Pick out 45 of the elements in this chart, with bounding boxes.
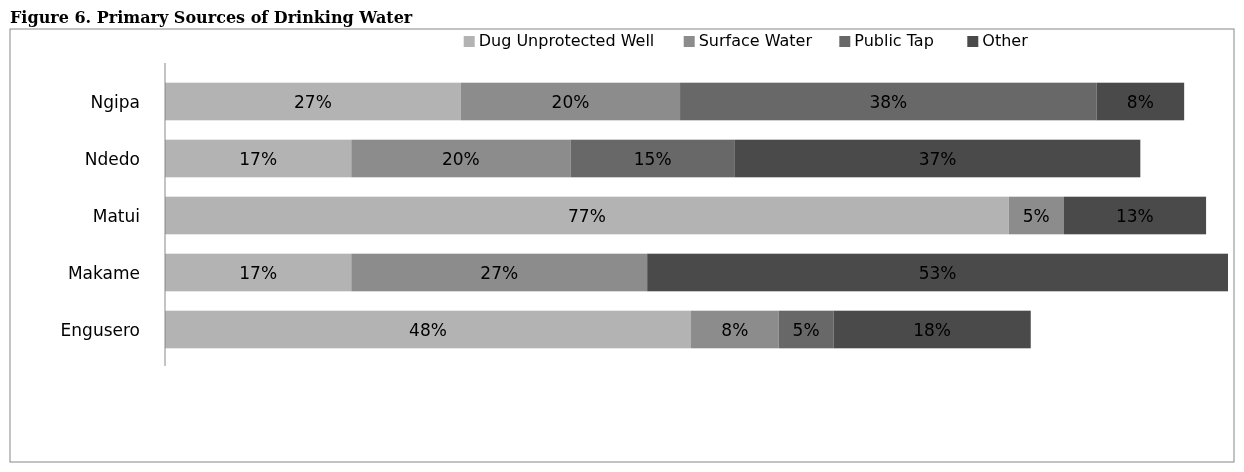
bar bbox=[165, 253, 352, 292]
data-label: 17% bbox=[239, 148, 278, 169]
chart-title: Figure 6. Primary Sources of Drinking Water bbox=[10, 8, 413, 27]
bar bbox=[351, 253, 648, 292]
data-label: 5% bbox=[792, 319, 820, 340]
data-label: 53% bbox=[918, 262, 957, 283]
data-label: 27% bbox=[480, 262, 519, 283]
data-label: 13% bbox=[1115, 205, 1154, 226]
bar bbox=[734, 139, 1141, 178]
y-tick-label: Engusero bbox=[60, 319, 140, 340]
y-tick-label: Makame bbox=[67, 262, 140, 283]
bar bbox=[691, 310, 779, 349]
bar bbox=[833, 310, 1031, 349]
bar bbox=[460, 82, 681, 121]
data-label: 37% bbox=[918, 148, 957, 169]
y-tick-label: Ngipa bbox=[90, 91, 140, 112]
bar bbox=[680, 82, 1097, 121]
data-label: 18% bbox=[913, 319, 952, 340]
bar bbox=[1008, 196, 1064, 235]
bar bbox=[1063, 196, 1207, 235]
data-label: 15% bbox=[633, 148, 672, 169]
bar bbox=[647, 253, 1228, 292]
data-label: 27% bbox=[294, 91, 332, 112]
y-tick-label: Ndedo bbox=[84, 148, 140, 169]
legend-label: Other bbox=[982, 31, 1029, 50]
data-label: 48% bbox=[409, 319, 447, 340]
data-label: 17% bbox=[239, 262, 278, 283]
bar bbox=[351, 139, 571, 178]
bar bbox=[165, 196, 1009, 235]
legend-label: Dug Unprotected Well bbox=[478, 31, 655, 50]
bar bbox=[165, 310, 692, 349]
data-label: 38% bbox=[869, 91, 908, 112]
data-label: 77% bbox=[568, 205, 606, 226]
legend-label: Surface Water bbox=[698, 31, 813, 50]
legend-label: Public Tap bbox=[854, 31, 934, 50]
bar bbox=[1096, 82, 1185, 121]
data-label: 20% bbox=[441, 148, 480, 169]
y-tick-label: Matui bbox=[92, 205, 140, 226]
data-label: 8% bbox=[721, 319, 749, 340]
data-label: 5% bbox=[1022, 205, 1050, 226]
data-label: 20% bbox=[551, 91, 590, 112]
bar bbox=[570, 139, 735, 178]
bar bbox=[165, 82, 461, 121]
data-label: 8% bbox=[1126, 91, 1154, 112]
bar bbox=[165, 139, 352, 178]
